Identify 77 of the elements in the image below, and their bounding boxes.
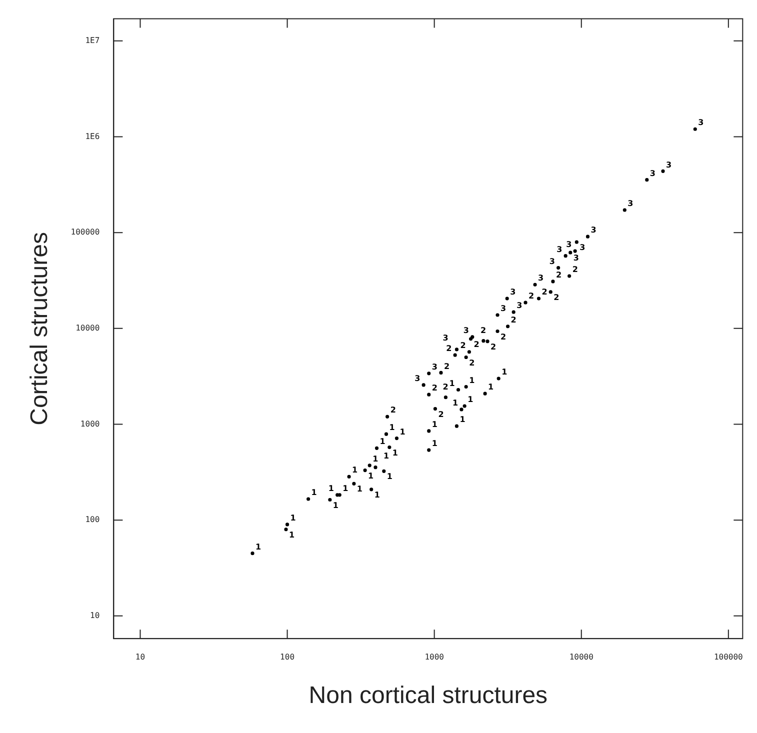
text: 1 (460, 415, 466, 424)
text: 1 (255, 542, 262, 552)
text: 1 (372, 454, 378, 464)
text: 1 (389, 423, 395, 432)
text: 1 (432, 420, 438, 430)
text: 1 (488, 382, 494, 392)
y-tick-label: 1000 (80, 419, 100, 428)
text: 3 (549, 256, 555, 266)
text: 1 (374, 490, 380, 500)
text: 3 (516, 301, 522, 310)
text: 1 (288, 530, 295, 540)
text: 2 (442, 382, 448, 392)
text: 3 (573, 254, 579, 263)
y-tick-label: 100 (85, 515, 100, 524)
text: 1 (352, 466, 358, 475)
text: 3 (698, 118, 704, 128)
text: 2 (474, 340, 480, 349)
text: 3 (538, 274, 544, 283)
text: 1 (502, 368, 508, 377)
text: 1 (392, 448, 398, 458)
text: 2 (469, 358, 475, 368)
text: 1 (356, 484, 363, 494)
text: 3 (628, 199, 634, 208)
y-tick-label: 1E6 (85, 132, 100, 141)
text: 1 (368, 471, 374, 480)
x-tick-label: 100 (280, 652, 295, 662)
text: 3 (580, 243, 586, 252)
text: 3 (463, 326, 469, 336)
text: 1 (468, 395, 474, 404)
text: 3 (414, 374, 420, 384)
text: 2 (446, 344, 452, 354)
text: 2 (556, 270, 562, 280)
text: 1 (449, 378, 455, 388)
text: 2 (572, 265, 578, 274)
x-tick-label: 100000 (714, 652, 744, 662)
y-tick-label: 100000 (70, 228, 100, 237)
y-tick-label: 1E7 (85, 36, 100, 45)
text: 2 (510, 315, 516, 324)
y-axis-title: Cortical structures (26, 232, 54, 426)
text: 3 (566, 240, 572, 250)
x-tick-label: 10000 (569, 652, 594, 662)
y-tick-label: 10 (90, 611, 100, 620)
text: 1 (311, 488, 317, 498)
text: 2 (432, 384, 438, 393)
text: 3 (666, 160, 672, 170)
text: 3 (510, 288, 516, 297)
text: 3 (500, 304, 506, 314)
text: 2 (460, 340, 466, 350)
text: 1 (290, 514, 296, 523)
text: 1 (383, 451, 390, 460)
x-tick-label: 10 (135, 652, 146, 662)
text: 3 (556, 244, 562, 254)
x-tick-label: 1000 (424, 652, 444, 662)
text: 3 (650, 168, 656, 178)
text: 1 (328, 484, 334, 494)
x-axis-title: Non cortical structures (308, 682, 548, 710)
text: 2 (480, 326, 486, 335)
text: 3 (590, 226, 596, 235)
text: 2 (390, 406, 396, 415)
text: 1 (380, 437, 386, 446)
text: 3 (432, 362, 438, 372)
text: 1 (432, 439, 438, 448)
text: 1 (386, 472, 392, 482)
text: 2 (438, 410, 444, 419)
text: 2 (500, 332, 506, 342)
y-tick-label: 10000 (76, 323, 100, 332)
text: 2 (444, 362, 450, 371)
text: 1 (469, 376, 475, 385)
text: 2 (490, 342, 496, 352)
text: 1 (342, 484, 348, 494)
text: 1 (400, 427, 406, 436)
text: 2 (542, 288, 548, 297)
text: 1 (452, 398, 458, 408)
text: 2 (528, 292, 534, 301)
text: 3 (442, 334, 448, 343)
text: 1 (332, 500, 339, 510)
text: 2 (554, 293, 560, 302)
